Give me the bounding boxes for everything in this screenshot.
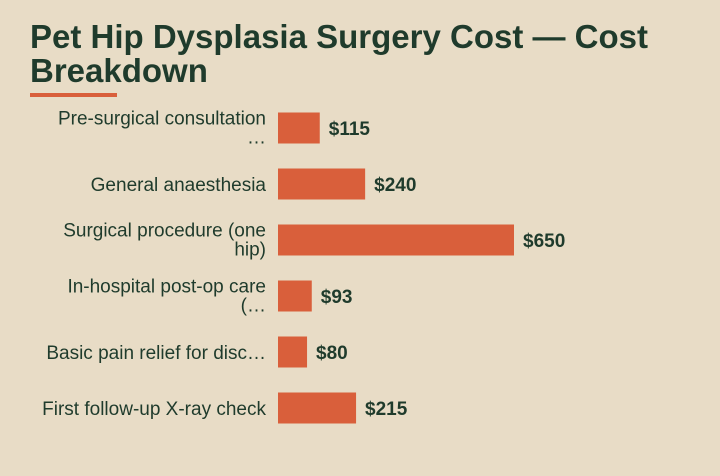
- bar: [278, 112, 320, 144]
- value-label: $93: [321, 287, 353, 308]
- bar: [278, 392, 357, 424]
- value-label: $215: [365, 399, 408, 420]
- title-accent-rule: [30, 93, 117, 97]
- chart-title: Pet Hip Dysplasia Surgery Cost — Cost Br…: [30, 18, 648, 89]
- category-label: (…: [241, 296, 266, 317]
- category-label: …: [247, 128, 266, 149]
- category-label: First follow-up X-ray check: [42, 399, 266, 420]
- category-label: hip): [234, 240, 266, 261]
- category-label: Pre-surgical consultation: [58, 109, 266, 130]
- value-label: $80: [316, 343, 348, 364]
- value-label: $650: [523, 231, 565, 252]
- category-label: Basic pain relief for disc…: [46, 343, 266, 364]
- bar: [278, 224, 514, 256]
- bar: [278, 336, 308, 368]
- category-label: In-hospital post-op care: [67, 277, 266, 298]
- category-label: General anaesthesia: [91, 175, 267, 196]
- bar: [278, 280, 312, 312]
- value-label: $240: [374, 175, 416, 196]
- category-label: Surgical procedure (one: [63, 221, 266, 242]
- bar: [278, 168, 366, 200]
- value-label: $115: [329, 119, 371, 140]
